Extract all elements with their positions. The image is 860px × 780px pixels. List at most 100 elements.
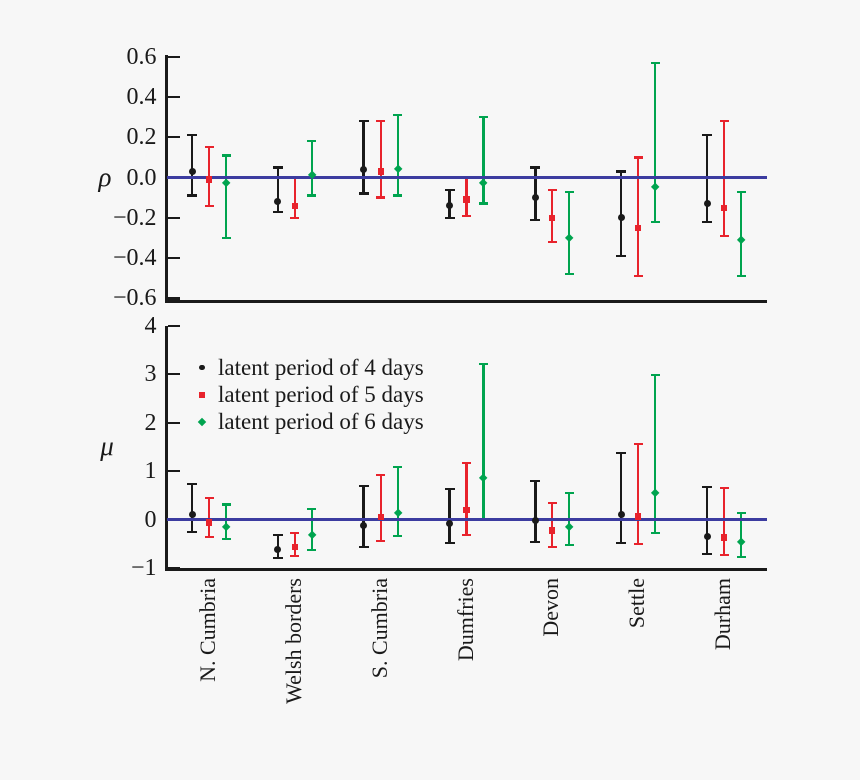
errorbar-cap-bottom-5-days-durham (719, 553, 729, 556)
y-tick (167, 297, 180, 300)
errorbar-line-4-days-s-cumbria (362, 486, 365, 548)
errorbar-cap-top-6-days-devon (564, 491, 574, 495)
errorbar-line-4-days-settle (619, 452, 623, 543)
errorbar-line-5-days-s-cumbria (379, 121, 382, 198)
errorbar-line-5-days-devon (551, 502, 554, 548)
errorbar-cap-top-4-days-devon (530, 166, 541, 169)
y-tick (167, 95, 180, 99)
errorbar-cap-bottom-4-days-dumfries (444, 541, 455, 544)
errorbar-line-6-days-settle (654, 375, 657, 534)
errorbar-cap-bottom-4-days-settle (616, 254, 627, 258)
errorbar-cap-bottom-4-days-welsh-borders (272, 557, 283, 560)
errorbar-cap-top-6-days-n-cumbria (221, 154, 231, 157)
errorbar-cap-bottom-5-days-s-cumbria (376, 539, 386, 542)
errorbar-line-5-days-settle (637, 157, 640, 277)
errorbar-line-6-days-durham (739, 513, 743, 557)
errorbar-cap-bottom-6-days-devon (564, 273, 574, 276)
errorbar-cap-bottom-6-days-n-cumbria (221, 236, 231, 239)
errorbar-line-4-days-devon (534, 167, 537, 220)
errorbar-cap-bottom-4-days-settle (616, 541, 627, 544)
errorbar-cap-bottom-4-days-n-cumbria (187, 194, 197, 197)
errorbar-cap-bottom-6-days-durham (736, 555, 746, 558)
legend-item-6-days: latent period of 6 days (194, 408, 424, 435)
marker-circle-4-days-s-cumbria (360, 522, 368, 530)
errorbar-cap-bottom-5-days-settle (633, 542, 643, 545)
errorbar-cap-bottom-6-days-s-cumbria (393, 194, 403, 197)
errorbar-cap-bottom-5-days-devon (547, 240, 557, 243)
errorbar-cap-top-4-days-settle (616, 451, 627, 454)
marker-square-5-days-welsh-borders (291, 202, 298, 209)
y-tick-label: 0.2 (126, 124, 157, 151)
legend-label: latent period of 4 days (218, 354, 424, 380)
errorbar-line-5-days-welsh-borders (293, 177, 296, 218)
marker-diamond-6-days-settle (650, 488, 660, 498)
errorbar-line-5-days-settle (637, 443, 640, 544)
legend: latent period of 4 days latent period of… (194, 354, 424, 435)
y-tick (167, 421, 180, 424)
legend-label: latent period of 5 days (218, 381, 424, 407)
errorbar-cap-top-6-days-n-cumbria (221, 503, 231, 506)
errorbar-cap-bottom-5-days-s-cumbria (376, 196, 386, 199)
black-circle-marker-icon (194, 360, 210, 376)
errorbar-cap-top-6-days-welsh-borders (307, 140, 317, 143)
errorbar-cap-top-5-days-devon (547, 501, 557, 504)
x-label-durham: Durham (710, 578, 735, 651)
marker-diamond-6-days-dumfries (478, 179, 489, 189)
marker-circle-4-days-durham (703, 200, 711, 208)
errorbar-cap-bottom-4-days-welsh-borders (272, 210, 283, 213)
legend-item-5-days: latent period of 5 days (194, 381, 424, 408)
marker-circle-4-days-welsh-borders (274, 545, 282, 553)
errorbar-cap-top-5-days-devon (547, 188, 557, 191)
y-tick-label: 1 (144, 458, 157, 485)
marker-circle-4-days-durham (703, 532, 711, 540)
errorbar-cap-bottom-6-days-welsh-borders (307, 548, 317, 551)
errorbar-cap-bottom-5-days-welsh-borders (290, 216, 300, 219)
errorbar-cap-top-4-days-s-cumbria (358, 120, 369, 123)
marker-diamond-6-days-dumfries (478, 473, 489, 483)
y-tick-label: −0.2 (112, 204, 157, 231)
marker-square-5-days-dumfries (463, 507, 470, 514)
x-label-devon: Devon (538, 578, 564, 637)
y-tick (167, 373, 180, 376)
errorbar-line-4-days-welsh-borders (276, 167, 280, 212)
y-tick-label: 3 (144, 361, 157, 388)
errorbar-cap-top-5-days-settle (633, 156, 643, 159)
errorbar-cap-top-6-days-durham (736, 190, 746, 193)
marker-circle-4-days-n-cumbria (188, 511, 196, 519)
y-tick (167, 257, 180, 260)
marker-circle-4-days-welsh-borders (274, 198, 282, 206)
errorbar-cap-top-5-days-n-cumbria (204, 146, 214, 149)
errorbar-cap-top-6-days-devon (564, 190, 574, 193)
errorbar-cap-bottom-4-days-durham (702, 552, 712, 555)
errorbar-cap-bottom-5-days-durham (719, 234, 729, 237)
marker-square-5-days-s-cumbria (377, 513, 384, 521)
y-axis-spine (165, 55, 168, 303)
y-tick-label: 2 (144, 409, 157, 436)
green-diamond-marker-icon (194, 414, 210, 430)
marker-diamond-6-days-s-cumbria (393, 508, 403, 518)
errorbar-line-6-days-durham (739, 191, 743, 277)
y-tick (167, 470, 180, 473)
errorbar-cap-top-6-days-settle (650, 374, 660, 377)
errorbar-cap-bottom-4-days-devon (530, 218, 541, 221)
x-axis-line (165, 568, 767, 571)
zero-line (166, 518, 767, 521)
errorbar-cap-top-4-days-devon (530, 479, 541, 482)
y-tick-label: 0 (144, 506, 157, 533)
marker-square-5-days-n-cumbria (205, 519, 213, 526)
errorbar-cap-bottom-5-days-devon (547, 545, 557, 549)
errorbar-line-6-days-dumfries (482, 117, 485, 204)
y-tick (167, 136, 180, 139)
errorbar-cap-top-6-days-settle (650, 61, 660, 64)
errorbar-line-5-days-durham (722, 487, 726, 555)
marker-diamond-6-days-durham (736, 235, 746, 245)
errorbar-line-4-days-n-cumbria (190, 135, 194, 196)
errorbar-cap-top-5-days-welsh-borders (290, 532, 300, 535)
errorbar-cap-top-5-days-s-cumbria (376, 120, 386, 123)
marker-diamond-6-days-settle (650, 183, 660, 193)
errorbar-line-6-days-welsh-borders (310, 141, 313, 196)
errorbar-cap-top-4-days-welsh-borders (272, 166, 283, 169)
marker-square-5-days-s-cumbria (377, 168, 384, 175)
errorbar-cap-top-4-days-settle (616, 170, 627, 173)
